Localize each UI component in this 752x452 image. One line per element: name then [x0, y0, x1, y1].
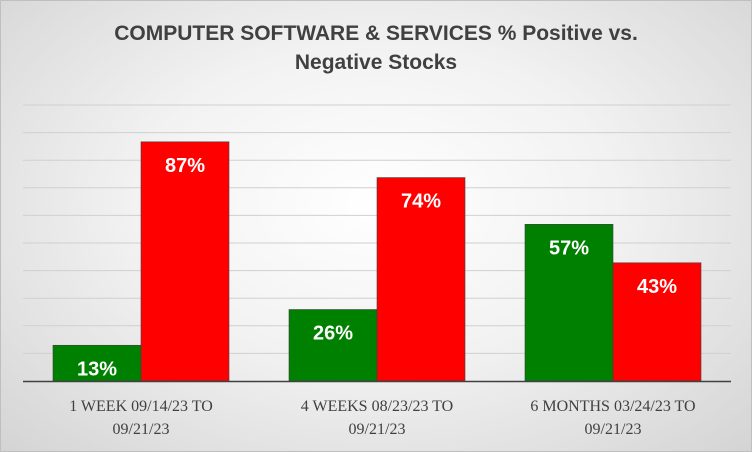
- category-label-3-line-2: 09/21/23: [585, 421, 642, 438]
- category-label-3-line-1: 6 MONTHS 03/24/23 TO: [530, 398, 695, 415]
- data-label-negative-1: 87%: [165, 155, 205, 177]
- data-label-positive-1: 13%: [77, 358, 117, 380]
- category-label-2-line-1: 4 WEEKS 08/23/23 TO: [301, 398, 453, 415]
- category-label-1-line-2: 09/21/23: [113, 421, 170, 438]
- data-label-positive-3: 57%: [549, 237, 589, 259]
- chart-title: COMPUTER SOFTWARE & SERVICES % Positive …: [1, 19, 751, 77]
- data-label-positive-2: 26%: [313, 323, 353, 345]
- category-label-2-line-2: 09/21/23: [349, 421, 406, 438]
- chart-title-line-2: Negative Stocks: [294, 51, 458, 74]
- data-label-negative-3: 43%: [637, 276, 677, 298]
- chart-title-line-1: COMPUTER SOFTWARE & SERVICES % Positive …: [114, 22, 638, 45]
- bar-positive-2: [288, 309, 378, 382]
- data-label-negative-2: 74%: [401, 191, 441, 213]
- category-label-1-line-1: 1 WEEK 09/14/23 TO: [69, 398, 213, 415]
- bar-negative-1: [140, 141, 230, 382]
